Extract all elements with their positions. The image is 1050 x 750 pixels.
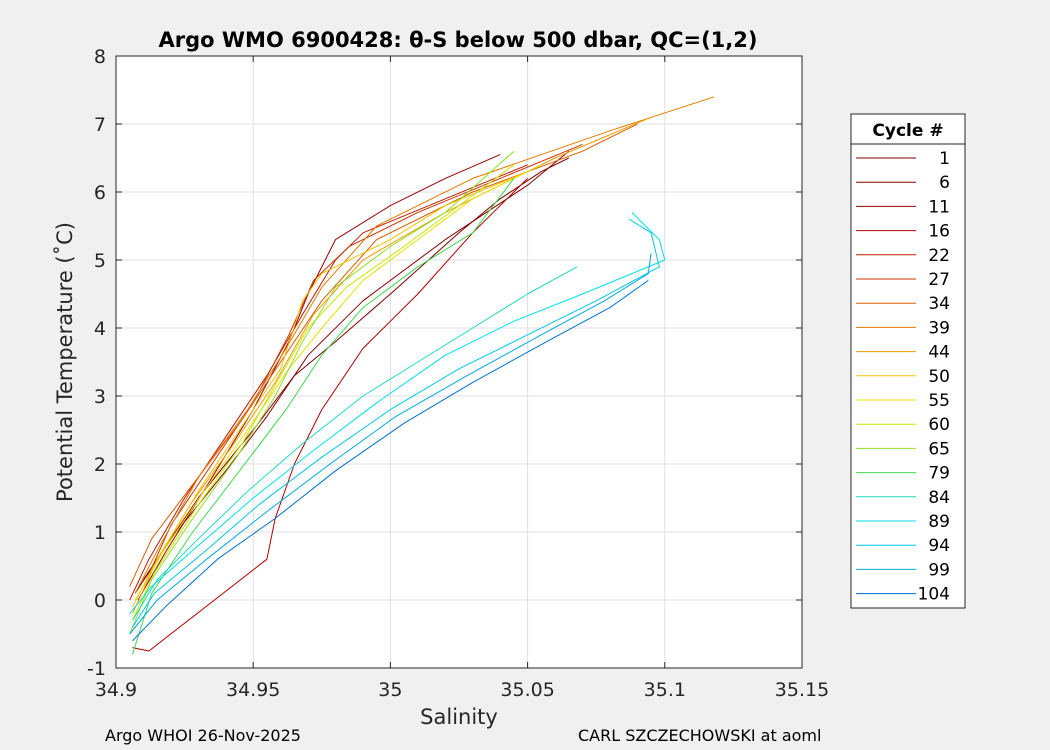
legend-label: 60	[928, 415, 950, 435]
series-line-cycle-94	[132, 218, 660, 628]
series-line-cycle-6	[142, 150, 570, 580]
legend-label: 50	[928, 367, 950, 387]
legend-label: 39	[928, 318, 950, 338]
legend-label: 84	[928, 488, 950, 508]
legend: Cycle # 16111622273439445055606579848994…	[850, 113, 966, 609]
legend-label: 55	[928, 391, 950, 411]
series-layer	[129, 96, 715, 655]
series-line-cycle-39	[134, 96, 715, 594]
y-axis-label: Potential Temperature (˚C)	[53, 222, 77, 502]
legend-label: 79	[928, 464, 950, 484]
legend-label: 34	[928, 294, 950, 314]
y-tick-label: 1	[94, 522, 106, 544]
legend-label: 6	[939, 173, 950, 193]
y-tick-label: 6	[94, 182, 106, 204]
series-line-cycle-84	[132, 266, 578, 621]
legend-label: 104	[918, 585, 950, 605]
legend-label: 99	[928, 560, 950, 580]
legend-title: Cycle #	[872, 121, 943, 141]
series-line-cycle-89	[129, 212, 666, 614]
x-tick-label: 34.95	[226, 679, 280, 701]
y-tick-label: 8	[94, 46, 106, 68]
series-line-cycle-1	[134, 157, 570, 594]
series-line-cycle-16	[132, 178, 528, 652]
series-line-cycle-65	[129, 150, 515, 635]
x-tick-label: 35.15	[775, 679, 829, 701]
x-tick-label: 35.05	[500, 679, 554, 701]
series-line-cycle-55	[134, 164, 542, 601]
y-tick-label: 5	[94, 250, 106, 272]
y-tick-label: 0	[94, 590, 106, 612]
legend-label: 22	[928, 246, 950, 266]
y-tick-label: 4	[94, 318, 106, 340]
x-tick-label: 35	[378, 679, 402, 701]
plot-frame	[115, 55, 803, 669]
legend-label: 27	[928, 270, 950, 290]
chart-title: Argo WMO 6900428: θ-S below 500 dbar, QC…	[159, 28, 758, 52]
x-tick-label: 34.9	[95, 679, 137, 701]
x-tick-label: 35.1	[644, 679, 686, 701]
series-line-cycle-60	[132, 164, 515, 621]
legend-label: 1	[939, 149, 950, 169]
y-tick-label: -1	[87, 658, 106, 680]
series-line-cycle-99	[129, 253, 652, 635]
ticks: 34.9 34.95 35 35.05 35.1 35.15 -1 0 1 2 3 4 5 6 7 8	[87, 46, 829, 701]
series-line-cycle-50	[132, 171, 528, 608]
series-line-cycle-104	[132, 279, 649, 642]
y-tick-label: 7	[94, 114, 106, 136]
legend-box	[850, 113, 966, 609]
legend-label: 94	[928, 536, 950, 556]
legend-label: 16	[928, 222, 950, 242]
y-tick-label: 3	[94, 386, 106, 408]
legend-label: 65	[928, 439, 950, 459]
footer-left: Argo WHOI 26-Nov-2025	[105, 726, 301, 745]
legend-label: 11	[928, 197, 950, 217]
footer-right: CARL SZCZECHOWSKI at aoml	[578, 726, 821, 745]
plot-area	[116, 56, 802, 668]
legend-label: 89	[928, 512, 950, 532]
series-line-cycle-22	[129, 164, 528, 601]
y-tick-label: 2	[94, 454, 106, 476]
series-line-cycle-79	[132, 178, 515, 655]
legend-label: 44	[928, 343, 950, 363]
x-axis-label: Salinity	[420, 705, 498, 729]
series-line-cycle-11	[137, 154, 501, 601]
series-line-cycle-27	[142, 143, 583, 587]
